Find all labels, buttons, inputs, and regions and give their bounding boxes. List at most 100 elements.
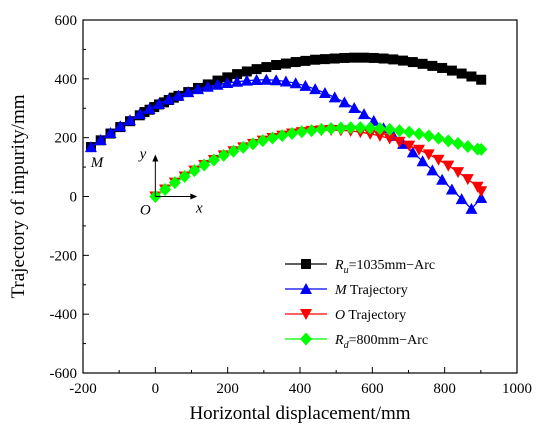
data-point <box>192 83 205 95</box>
y-axis-title: Trajectory of impurity/mm <box>8 94 29 298</box>
plot-area <box>84 52 488 214</box>
point-m-label: M <box>90 155 105 171</box>
data-point <box>260 73 273 85</box>
data-point <box>339 52 350 63</box>
data-point <box>94 134 107 146</box>
data-point <box>442 160 455 172</box>
data-point <box>461 139 474 153</box>
data-point <box>334 121 347 135</box>
x-arrow-head <box>190 193 198 200</box>
x-tick-label: 1000 <box>502 381 532 397</box>
data-point <box>416 155 429 167</box>
data-point <box>378 53 389 64</box>
data-point <box>143 102 156 114</box>
data-point <box>295 125 308 139</box>
axis-y-label: y <box>138 147 147 163</box>
data-point <box>251 64 262 75</box>
data-point <box>403 125 416 139</box>
data-point <box>162 93 175 105</box>
data-point <box>231 75 244 87</box>
data-point <box>198 158 211 172</box>
data-point <box>159 182 172 196</box>
data-point <box>318 86 331 98</box>
data-point <box>358 108 371 120</box>
data-point <box>427 60 438 71</box>
data-point <box>124 114 137 126</box>
data-point <box>84 141 97 153</box>
data-point <box>359 52 370 63</box>
data-point <box>373 122 386 136</box>
data-point <box>280 58 291 69</box>
legend-label: M Trajectory <box>334 283 408 298</box>
data-point <box>348 101 361 113</box>
data-point <box>256 134 269 148</box>
series-line-2 <box>90 79 482 210</box>
data-point <box>133 107 146 119</box>
legend-marker <box>300 332 312 346</box>
y-tick-label: -200 <box>50 248 78 264</box>
data-point <box>344 121 357 135</box>
legend-item-4: Rd=800mm−Arc <box>285 332 428 351</box>
data-point <box>417 58 428 69</box>
y-tick-label: 200 <box>55 131 78 147</box>
data-point <box>104 126 117 138</box>
data-point <box>465 202 478 214</box>
data-point <box>270 74 283 86</box>
data-point <box>276 129 289 143</box>
annotations: y x O M <box>90 147 203 219</box>
data-point <box>461 174 474 186</box>
data-point <box>373 130 386 142</box>
data-point <box>445 183 458 195</box>
data-point <box>211 78 224 90</box>
data-point <box>207 153 220 167</box>
x-tick-label: 200 <box>216 381 239 397</box>
data-point <box>422 129 435 143</box>
data-point <box>476 74 487 85</box>
data-point <box>305 124 318 138</box>
data-point <box>201 80 214 92</box>
data-point <box>383 133 396 145</box>
data-point <box>407 57 418 68</box>
data-point <box>354 121 367 135</box>
legend-item-2: M Trajectory <box>285 283 408 298</box>
data-point <box>328 91 341 103</box>
data-point <box>241 66 252 77</box>
legend-item-3: O Trajectory <box>285 308 406 323</box>
data-point <box>329 53 340 64</box>
legend: Ru=1035mm−Arc M Trajectory O Trajectory Rd=… <box>285 258 435 351</box>
data-point <box>172 89 185 101</box>
legend-marker <box>300 309 312 320</box>
data-point <box>406 146 419 158</box>
data-point <box>456 68 467 79</box>
data-point <box>475 191 488 203</box>
data-point <box>188 164 201 178</box>
axis-x-label: x <box>195 201 203 217</box>
y-tick-label: 400 <box>55 72 78 88</box>
data-point <box>422 149 435 161</box>
data-point <box>412 144 425 156</box>
axes: -200 0 200 400 600 800 1000 600 400 200 0 -200 -400 -… <box>50 13 533 397</box>
data-point <box>266 131 279 145</box>
data-point <box>290 57 301 68</box>
data-point <box>432 131 445 145</box>
legend-label: Rd=800mm−Arc <box>334 333 428 351</box>
data-point <box>349 52 360 63</box>
legend-label: Ru=1035mm−Arc <box>334 258 435 276</box>
data-point <box>114 120 127 132</box>
y-tick-label: 600 <box>55 13 78 29</box>
y-tick-label: -400 <box>50 307 78 323</box>
data-point <box>364 121 377 135</box>
data-point <box>271 60 282 71</box>
data-point <box>310 54 321 65</box>
data-point <box>182 86 195 98</box>
series-2 <box>84 73 488 214</box>
legend-item-1: Ru=1035mm−Arc <box>285 258 435 276</box>
legend-marker <box>300 283 312 294</box>
x-tick-label: 600 <box>361 381 384 397</box>
legend-label: O Trajectory <box>335 308 406 323</box>
data-point <box>338 96 351 108</box>
data-point <box>393 136 406 148</box>
data-point <box>446 65 457 76</box>
data-point <box>442 134 455 148</box>
